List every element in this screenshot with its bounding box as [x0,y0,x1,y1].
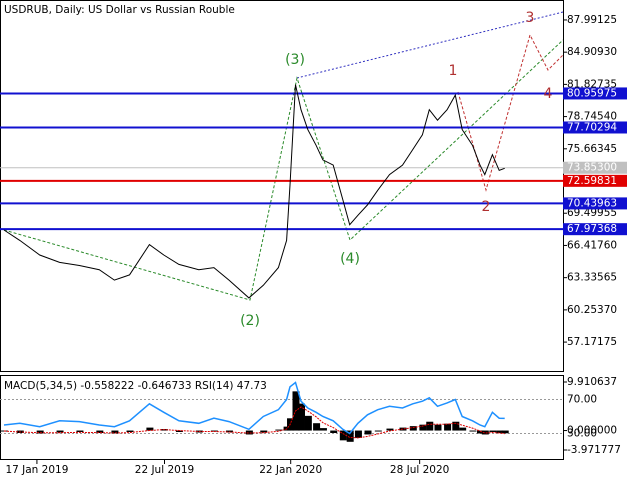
current-price-label: 73.85300 [567,162,617,174]
wave-line [3,39,564,301]
macd-bar [260,430,268,433]
macd-bar [496,430,504,433]
chart-title: USDRUB, Daily: US Dollar vs Russian Roub… [4,4,235,16]
macd-bar [489,430,497,433]
level-label: 80.95975 [567,87,617,99]
macd-bar [452,421,460,431]
macd-bar [399,427,407,431]
macd-bar [409,426,417,431]
y-tick-label: 60.25370 [567,304,617,316]
y-tick-label: 63.33565 [567,272,617,284]
macd-bar [444,423,452,431]
macd-bar [96,430,104,433]
trend-line [296,11,564,79]
macd-bar [501,430,509,434]
wave-label: (4) [340,251,360,267]
macd-bar [346,430,354,442]
level-box [563,174,627,187]
macd-bar [146,427,154,431]
level-box [563,87,627,100]
indicator-pane [0,375,564,460]
y-tick-label: 57.17175 [567,336,617,348]
signal-line [3,406,505,439]
macd-bar [313,423,321,431]
level-label: 77.70294 [567,121,617,133]
level-label: 72.59831 [567,175,617,187]
level-box [563,197,627,210]
macd-bar [339,430,347,441]
rsi-line [3,381,505,435]
level-box [563,121,627,134]
x-tick-label: 22 Jan 2020 [259,464,322,476]
x-tick-label: 22 Jul 2019 [135,464,194,476]
macd-bar [56,430,64,433]
macd-bar [434,424,442,431]
macd-bar [111,430,119,434]
wave-label: (3) [285,52,305,68]
macd-bar [76,430,84,433]
wave-line [457,33,564,192]
macd-bar [374,430,382,432]
current-price-box [563,161,627,174]
macd-bar [477,430,485,434]
y-tick-label: 75.66345 [567,143,617,155]
macd-bar [126,430,134,433]
macd-bar [319,428,327,431]
y-tick-label: 84.90930 [567,46,617,58]
macd-bar [175,430,183,433]
macd-bar [481,430,489,435]
y-tick-label: 78.74540 [567,111,617,123]
macd-bar [275,429,283,431]
wave-label: (2) [240,313,260,329]
macd-bar [245,430,253,435]
x-tick-label: 17 Jan 2019 [5,464,68,476]
y2-tick-label: 30.00 [567,428,597,440]
macd-bar [364,430,372,435]
indicator-title: MACD(5,34,5) -0.558222 -0.646733 RSI(14)… [4,380,267,392]
macd-bar [459,427,467,431]
y-tick-label: -3.971777 [567,444,621,456]
macd-bar [330,430,338,433]
level-box [563,223,627,236]
wave-label: 3 [526,10,535,26]
macd-bar [386,428,394,431]
y-tick-label: 87.99125 [567,14,617,26]
macd-bar [469,430,477,432]
wave-label: 4 [544,86,553,102]
y-tick-label: 9.910637 [567,376,617,388]
macd-bar [419,424,427,431]
macd-bar [304,415,312,431]
wave-label: 2 [482,199,491,215]
macd-bar [354,430,362,438]
y-tick-label: 69.49955 [567,207,617,219]
y-tick-label: 0.000000 [567,425,617,437]
level-label: 67.97368 [567,223,617,235]
x-tick-label: 28 Jul 2020 [390,464,449,476]
y-tick-label: 81.82735 [567,78,617,90]
wave-lines [3,11,564,301]
macd-bar [36,430,44,434]
price-line [3,84,505,299]
main-pane [0,0,564,372]
wave-label: 1 [449,63,458,79]
macd-bar [426,421,434,431]
macd-bar [297,403,305,431]
y2-tick-label: 70.00 [567,394,597,406]
y-tick-label: 66.41760 [567,239,617,251]
level-label: 70.43963 [567,197,617,209]
